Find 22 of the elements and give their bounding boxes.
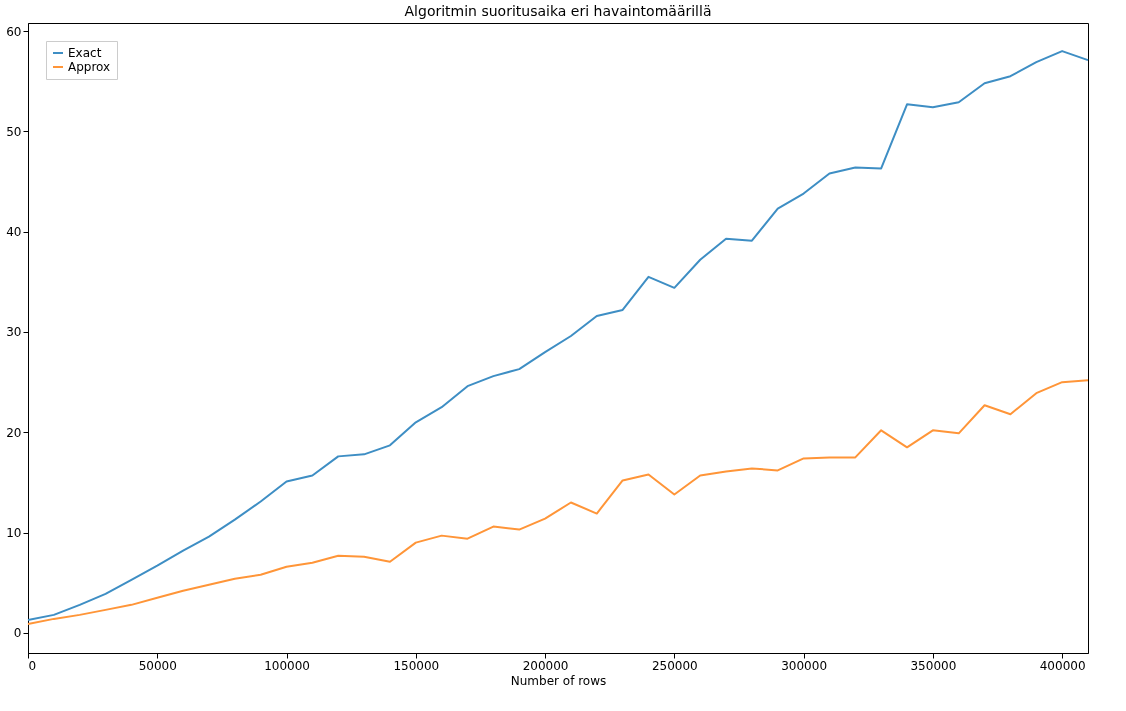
x-tick-label: 0 xyxy=(28,658,37,673)
x-axis-title: Number of rows xyxy=(510,673,607,688)
y-tick-label: 60 xyxy=(6,24,22,39)
legend-label: Approx xyxy=(68,60,111,74)
x-tick-label: 100000 xyxy=(264,658,310,673)
y-tick-label: 10 xyxy=(6,526,22,541)
x-tick-label: 250000 xyxy=(651,658,698,673)
y-tick-label: 0 xyxy=(13,626,22,641)
x-tick-label: 50000 xyxy=(138,658,177,673)
y-tick-label: 40 xyxy=(6,225,22,240)
y-tick-label: 50 xyxy=(6,124,22,139)
x-tick-label: 300000 xyxy=(781,658,828,673)
y-tick-label: 30 xyxy=(6,325,22,340)
legend-label: Exact xyxy=(68,46,102,60)
x-tick-label: 150000 xyxy=(393,658,440,673)
x-tick-label: 350000 xyxy=(910,658,957,673)
y-tick-label: 20 xyxy=(6,425,22,440)
line-series xyxy=(27,379,1089,625)
line-series xyxy=(27,50,1089,621)
chart-title: Algoritmin suoritusaika eri havaintomäärillä xyxy=(404,3,712,19)
x-tick-label: 400000 xyxy=(1039,658,1086,673)
x-tick-label: 200000 xyxy=(522,658,569,673)
